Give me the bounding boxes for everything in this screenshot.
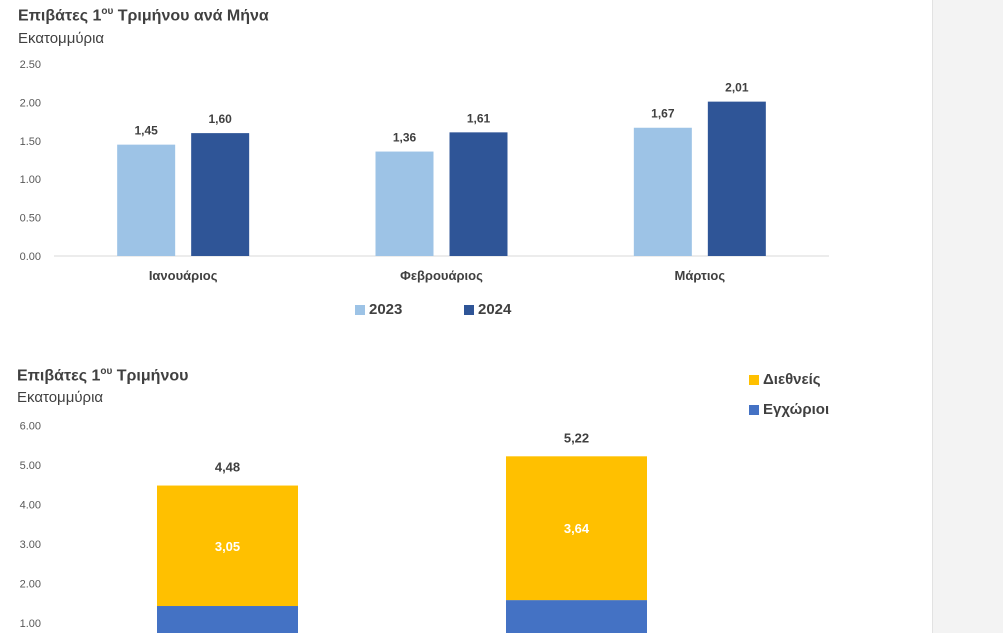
y-tick-label: 1.00 — [20, 174, 41, 186]
bar-domestic — [157, 606, 298, 633]
chart1-plot: 0.00 0.50 1.00 1.50 2.00 2.50 1,45 1,60 Ιανουάρι… — [20, 59, 829, 283]
bar-international — [157, 485, 298, 607]
legend-swatch-domestic — [749, 404, 759, 415]
chart1-legend-2023: 2023 — [355, 301, 402, 318]
chart1-title: Επιβάτες 1ου Τριμήνου ανά Μήνα — [18, 6, 269, 25]
data-label: 2,01 — [725, 81, 749, 95]
x-category-label: Φεβρουάριος — [400, 268, 483, 283]
total-label: 5,22 — [564, 430, 589, 445]
legend-swatch-2023 — [355, 304, 365, 315]
segment-label: 3,05 — [215, 539, 240, 554]
chart2-title: Επιβάτες 1ου Τριμήνου — [17, 366, 189, 385]
chart2-subtitle: Εκατομμύρια — [17, 389, 104, 406]
x-category-label: Μάρτιος — [675, 268, 726, 283]
legend-swatch-2024 — [464, 304, 474, 315]
y-tick-label: 2.50 — [20, 59, 41, 71]
data-label: 1,36 — [393, 131, 417, 145]
bar-2024 — [449, 132, 508, 256]
chart1-legend-2024: 2024 — [464, 301, 511, 318]
bar-domestic — [506, 600, 647, 633]
legend-label-2024: 2024 — [478, 301, 512, 318]
segment-label: 3,64 — [564, 521, 590, 536]
bar-2023 — [117, 144, 176, 256]
legend-label-international: Διεθνείς — [763, 371, 821, 388]
bar-2023 — [375, 151, 434, 256]
bar-international — [506, 456, 647, 601]
chart2-legend-domestic: Εγχώριοι — [749, 401, 829, 418]
data-label: 1,45 — [134, 124, 158, 138]
data-label: 1,60 — [208, 112, 232, 126]
report-canvas: Επιβάτες 1ου Τριμήνου ανά Μήνα Εκατομμύρ… — [17, 6, 830, 633]
chart1-subtitle: Εκατομμύρια — [18, 30, 105, 47]
chart2-legend-international: Διεθνείς — [749, 371, 821, 388]
data-label: 1,67 — [651, 107, 675, 121]
bar-2024 — [191, 133, 250, 256]
y-tick-label: 0.00 — [20, 251, 41, 263]
y-tick-label: 5.00 — [20, 460, 41, 472]
y-tick-label: 3.00 — [20, 539, 41, 551]
y-tick-label: 4.00 — [20, 500, 41, 512]
side-panel — [932, 0, 1003, 633]
y-tick-label: 0.50 — [20, 213, 41, 225]
y-tick-label: 1.00 — [20, 618, 41, 630]
chart2-plot: 1.00 2.00 3.00 4.00 5.00 6.00 3,05 4,48 3,64 5,22 — [20, 421, 647, 633]
y-tick-label: 1.50 — [20, 136, 41, 148]
legend-label-2023: 2023 — [369, 301, 403, 318]
legend-swatch-international — [749, 374, 759, 385]
y-tick-label: 2.00 — [20, 97, 41, 109]
y-tick-label: 6.00 — [20, 421, 41, 433]
bar-2023 — [633, 127, 692, 256]
total-label: 4,48 — [215, 460, 240, 475]
x-category-label: Ιανουάριος — [149, 268, 218, 283]
legend-label-domestic: Εγχώριοι — [763, 401, 830, 418]
bar-2024 — [707, 101, 766, 256]
data-label: 1,61 — [467, 111, 491, 125]
y-tick-label: 2.00 — [20, 579, 41, 591]
